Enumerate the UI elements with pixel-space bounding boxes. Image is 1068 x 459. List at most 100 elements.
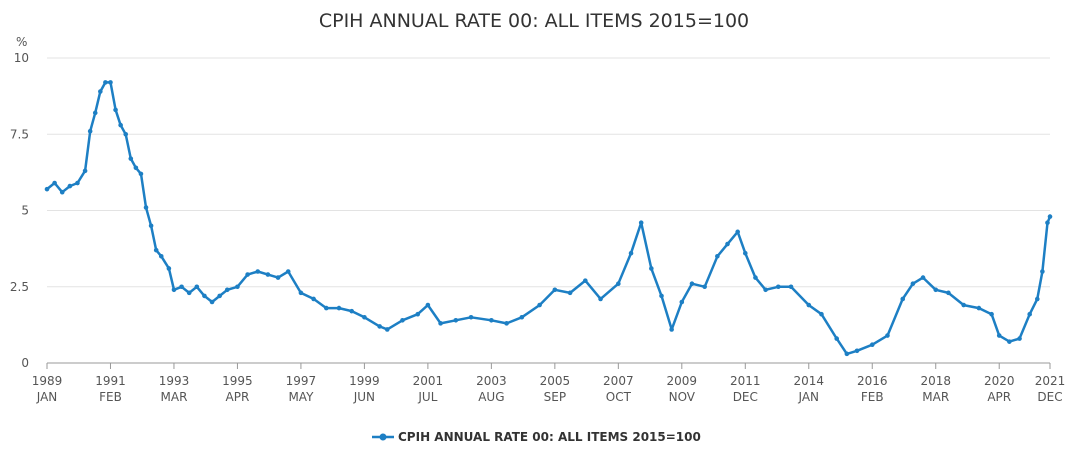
data-point[interactable] <box>753 275 758 280</box>
data-point[interactable] <box>504 321 509 326</box>
data-point[interactable] <box>217 293 222 299</box>
data-point[interactable] <box>336 305 342 311</box>
data-point[interactable] <box>1027 311 1032 317</box>
data-point[interactable] <box>235 284 240 290</box>
data-point[interactable] <box>946 290 951 296</box>
data-point[interactable] <box>468 314 474 320</box>
data-point[interactable] <box>138 171 144 177</box>
data-point[interactable] <box>324 305 329 311</box>
data-point[interactable] <box>1040 269 1045 274</box>
data-point[interactable] <box>103 80 108 85</box>
data-point[interactable] <box>128 156 134 161</box>
data-point[interactable] <box>113 107 118 113</box>
data-point[interactable] <box>1035 296 1040 302</box>
data-point[interactable] <box>669 327 674 332</box>
data-point[interactable] <box>996 333 1002 338</box>
data-point[interactable] <box>255 269 261 274</box>
data-point[interactable] <box>59 189 65 195</box>
data-point[interactable] <box>143 205 149 210</box>
data-point[interactable] <box>166 266 172 271</box>
data-point[interactable] <box>108 80 113 85</box>
data-point[interactable] <box>202 293 207 299</box>
data-point[interactable] <box>311 296 316 302</box>
data-point[interactable] <box>1017 336 1022 341</box>
data-point[interactable] <box>679 299 685 305</box>
data-point[interactable] <box>628 250 634 256</box>
data-point[interactable] <box>179 284 184 290</box>
data-point[interactable] <box>834 336 840 341</box>
data-point[interactable] <box>123 131 129 137</box>
legend[interactable]: CPIH ANNUAL RATE 00: ALL ITEMS 2015=100 <box>372 430 701 444</box>
data-point[interactable] <box>537 302 542 308</box>
data-point[interactable] <box>616 281 621 287</box>
data-point[interactable] <box>649 266 654 271</box>
series-line-layer[interactable] <box>44 80 1053 357</box>
data-point[interactable] <box>567 290 573 296</box>
data-point[interactable] <box>854 348 860 354</box>
data-point[interactable] <box>285 269 291 274</box>
data-point[interactable] <box>763 287 768 293</box>
data-point[interactable] <box>425 302 431 308</box>
data-point[interactable] <box>900 296 906 302</box>
data-point[interactable] <box>87 128 93 134</box>
data-point[interactable] <box>133 165 139 171</box>
data-point[interactable] <box>806 302 812 308</box>
data-point[interactable] <box>976 305 982 311</box>
data-point[interactable] <box>171 287 177 293</box>
data-point[interactable] <box>453 318 459 323</box>
data-point[interactable] <box>82 168 88 174</box>
data-point[interactable] <box>98 89 103 94</box>
data-point[interactable] <box>400 318 405 323</box>
data-point[interactable] <box>153 247 159 253</box>
data-point[interactable] <box>209 299 215 305</box>
data-point[interactable] <box>552 287 558 293</box>
data-point[interactable] <box>742 250 748 256</box>
data-point[interactable] <box>735 229 740 235</box>
data-point[interactable] <box>702 284 707 290</box>
data-point[interactable] <box>489 318 494 323</box>
data-point[interactable] <box>92 110 98 116</box>
data-point[interactable] <box>1047 214 1053 219</box>
data-point[interactable] <box>44 186 50 192</box>
data-point[interactable] <box>844 351 850 357</box>
data-point[interactable] <box>158 253 164 259</box>
data-point[interactable] <box>1007 339 1012 344</box>
data-point[interactable] <box>224 287 230 293</box>
data-point[interactable] <box>1045 220 1050 225</box>
data-point[interactable] <box>148 223 154 229</box>
data-point[interactable] <box>194 284 200 290</box>
data-point[interactable] <box>715 253 720 259</box>
data-point[interactable] <box>519 314 525 320</box>
data-point[interactable] <box>52 180 57 186</box>
data-point[interactable] <box>910 281 916 287</box>
data-point[interactable] <box>638 220 644 225</box>
data-point[interactable] <box>989 311 994 317</box>
data-point[interactable] <box>245 272 250 277</box>
data-point[interactable] <box>659 293 664 299</box>
data-point[interactable] <box>598 296 603 302</box>
data-point[interactable] <box>186 290 192 296</box>
data-point[interactable] <box>776 284 781 290</box>
data-point[interactable] <box>920 275 926 280</box>
data-point[interactable] <box>788 284 794 290</box>
data-point[interactable] <box>583 278 588 283</box>
data-point[interactable] <box>298 290 304 296</box>
data-point[interactable] <box>275 275 281 280</box>
data-point[interactable] <box>961 302 966 308</box>
data-point[interactable] <box>384 327 390 332</box>
data-point[interactable] <box>75 180 80 186</box>
data-point[interactable] <box>118 122 123 128</box>
data-point[interactable] <box>415 311 421 317</box>
data-point[interactable] <box>349 308 355 314</box>
data-point[interactable] <box>933 287 939 293</box>
data-point[interactable] <box>725 241 730 247</box>
data-point[interactable] <box>67 183 73 189</box>
data-point[interactable] <box>819 311 824 317</box>
data-point[interactable] <box>689 281 695 287</box>
series-line[interactable] <box>46 81 1052 356</box>
data-point[interactable] <box>362 314 367 320</box>
data-point[interactable] <box>438 321 443 326</box>
data-point[interactable] <box>885 333 890 338</box>
data-point[interactable] <box>265 272 271 277</box>
data-point[interactable] <box>869 342 875 348</box>
